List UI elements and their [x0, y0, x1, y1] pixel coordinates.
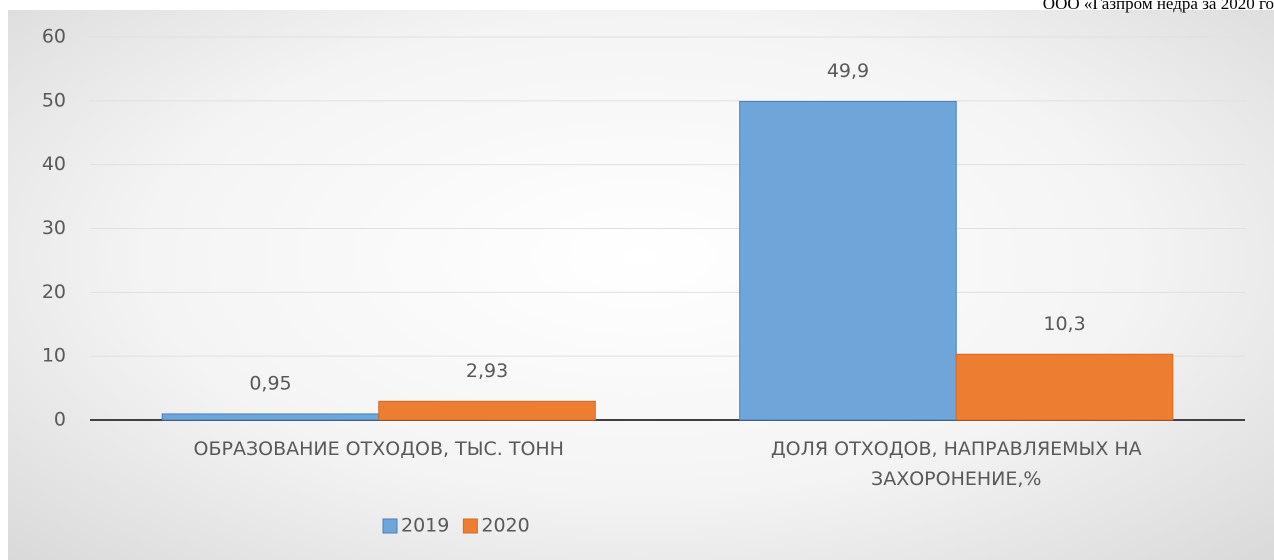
annotation: ООО «Газпром недра за 2020 го: [1042, 0, 1274, 13]
bar: [161, 413, 380, 421]
legend-label: 2020: [481, 515, 529, 537]
data-label: 10,3: [1043, 313, 1085, 335]
y-tick-label: 40: [42, 153, 66, 175]
legend-swatch: [382, 518, 398, 534]
data-label: 0,95: [249, 372, 291, 394]
data-label: 49,9: [827, 60, 869, 82]
y-tick-label: 20: [42, 281, 66, 303]
y-tick-label: 30: [42, 217, 66, 239]
x-tick-label: ОБРАЗОВАНИЕ ОТХОДОВ, ТЫС. ТОНН: [193, 438, 564, 460]
y-tick-label: 10: [42, 345, 66, 367]
y-tick-label: 50: [42, 89, 66, 111]
legend-swatch: [462, 518, 478, 534]
data-label: 2,93: [466, 360, 508, 382]
y-tick-label: 0: [54, 409, 66, 431]
x-tick-label: ДОЛЯ ОТХОДОВ, НАПРАВЛЯЕМЫХ НА ЗАХОРОНЕНИ…: [770, 438, 1142, 490]
bar: [378, 400, 596, 421]
chart-background: [8, 10, 1274, 560]
bar: [739, 100, 957, 421]
bar: [955, 353, 1174, 421]
y-tick-label: 60: [42, 26, 66, 48]
legend-label: 2019: [401, 515, 449, 537]
